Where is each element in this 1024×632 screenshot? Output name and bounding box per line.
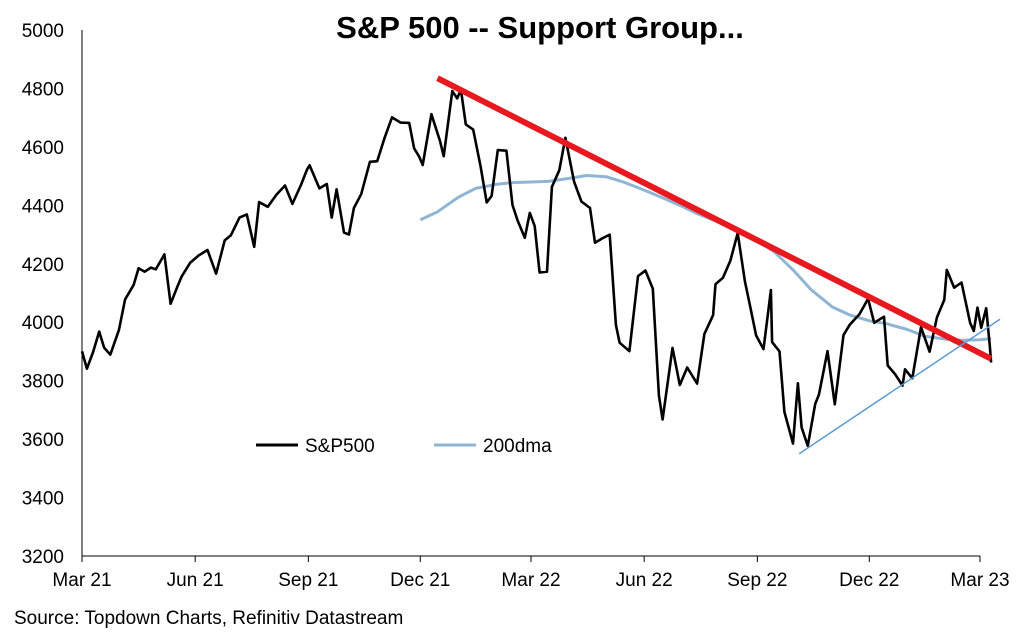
y-tick-label: 4600 <box>22 138 64 159</box>
chart-title: S&P 500 -- Support Group... <box>336 10 744 45</box>
legend: S&P500 200dma <box>256 436 552 457</box>
source-note: Source: Topdown Charts, Refinitiv Datast… <box>14 608 403 629</box>
x-axis: Mar 21 Jun 21 Sep 21 Dec 21 Mar 22 Jun 22 Sep … <box>52 555 1010 591</box>
series-line-sp500 <box>80 88 993 448</box>
x-tick-label: Sep 22 <box>727 570 787 591</box>
y-tick-label: 4000 <box>22 313 64 334</box>
x-tick-label: Dec 22 <box>839 570 899 591</box>
y-tick-label: 3800 <box>22 372 64 393</box>
support-trendline <box>798 318 1001 455</box>
x-tick-label: Mar 22 <box>501 570 560 591</box>
y-tick-label: 3400 <box>22 489 64 510</box>
x-tick-label: Mar 21 <box>52 570 111 591</box>
plot-lines <box>80 75 1001 455</box>
y-axis: 3200 3400 3600 3800 4000 4200 4400 4600 4800 5000 <box>22 21 83 568</box>
resistance-trendline <box>436 75 993 362</box>
x-tick-label: Dec 21 <box>390 570 450 591</box>
x-tick-label: Jun 21 <box>167 570 224 591</box>
y-tick-label: 4400 <box>22 196 64 217</box>
y-tick-label: 3200 <box>22 547 64 568</box>
x-tick-label: Sep 21 <box>278 570 338 591</box>
y-tick-label: 4200 <box>22 255 64 276</box>
y-tick-label: 5000 <box>22 21 64 42</box>
legend-label: S&P500 <box>305 436 375 457</box>
x-tick-label: Jun 22 <box>616 570 673 591</box>
y-tick-label: 4800 <box>22 79 64 100</box>
y-tick-label: 3600 <box>22 430 64 451</box>
legend-label: 200dma <box>483 436 552 457</box>
x-tick-label: Mar 23 <box>950 570 1009 591</box>
